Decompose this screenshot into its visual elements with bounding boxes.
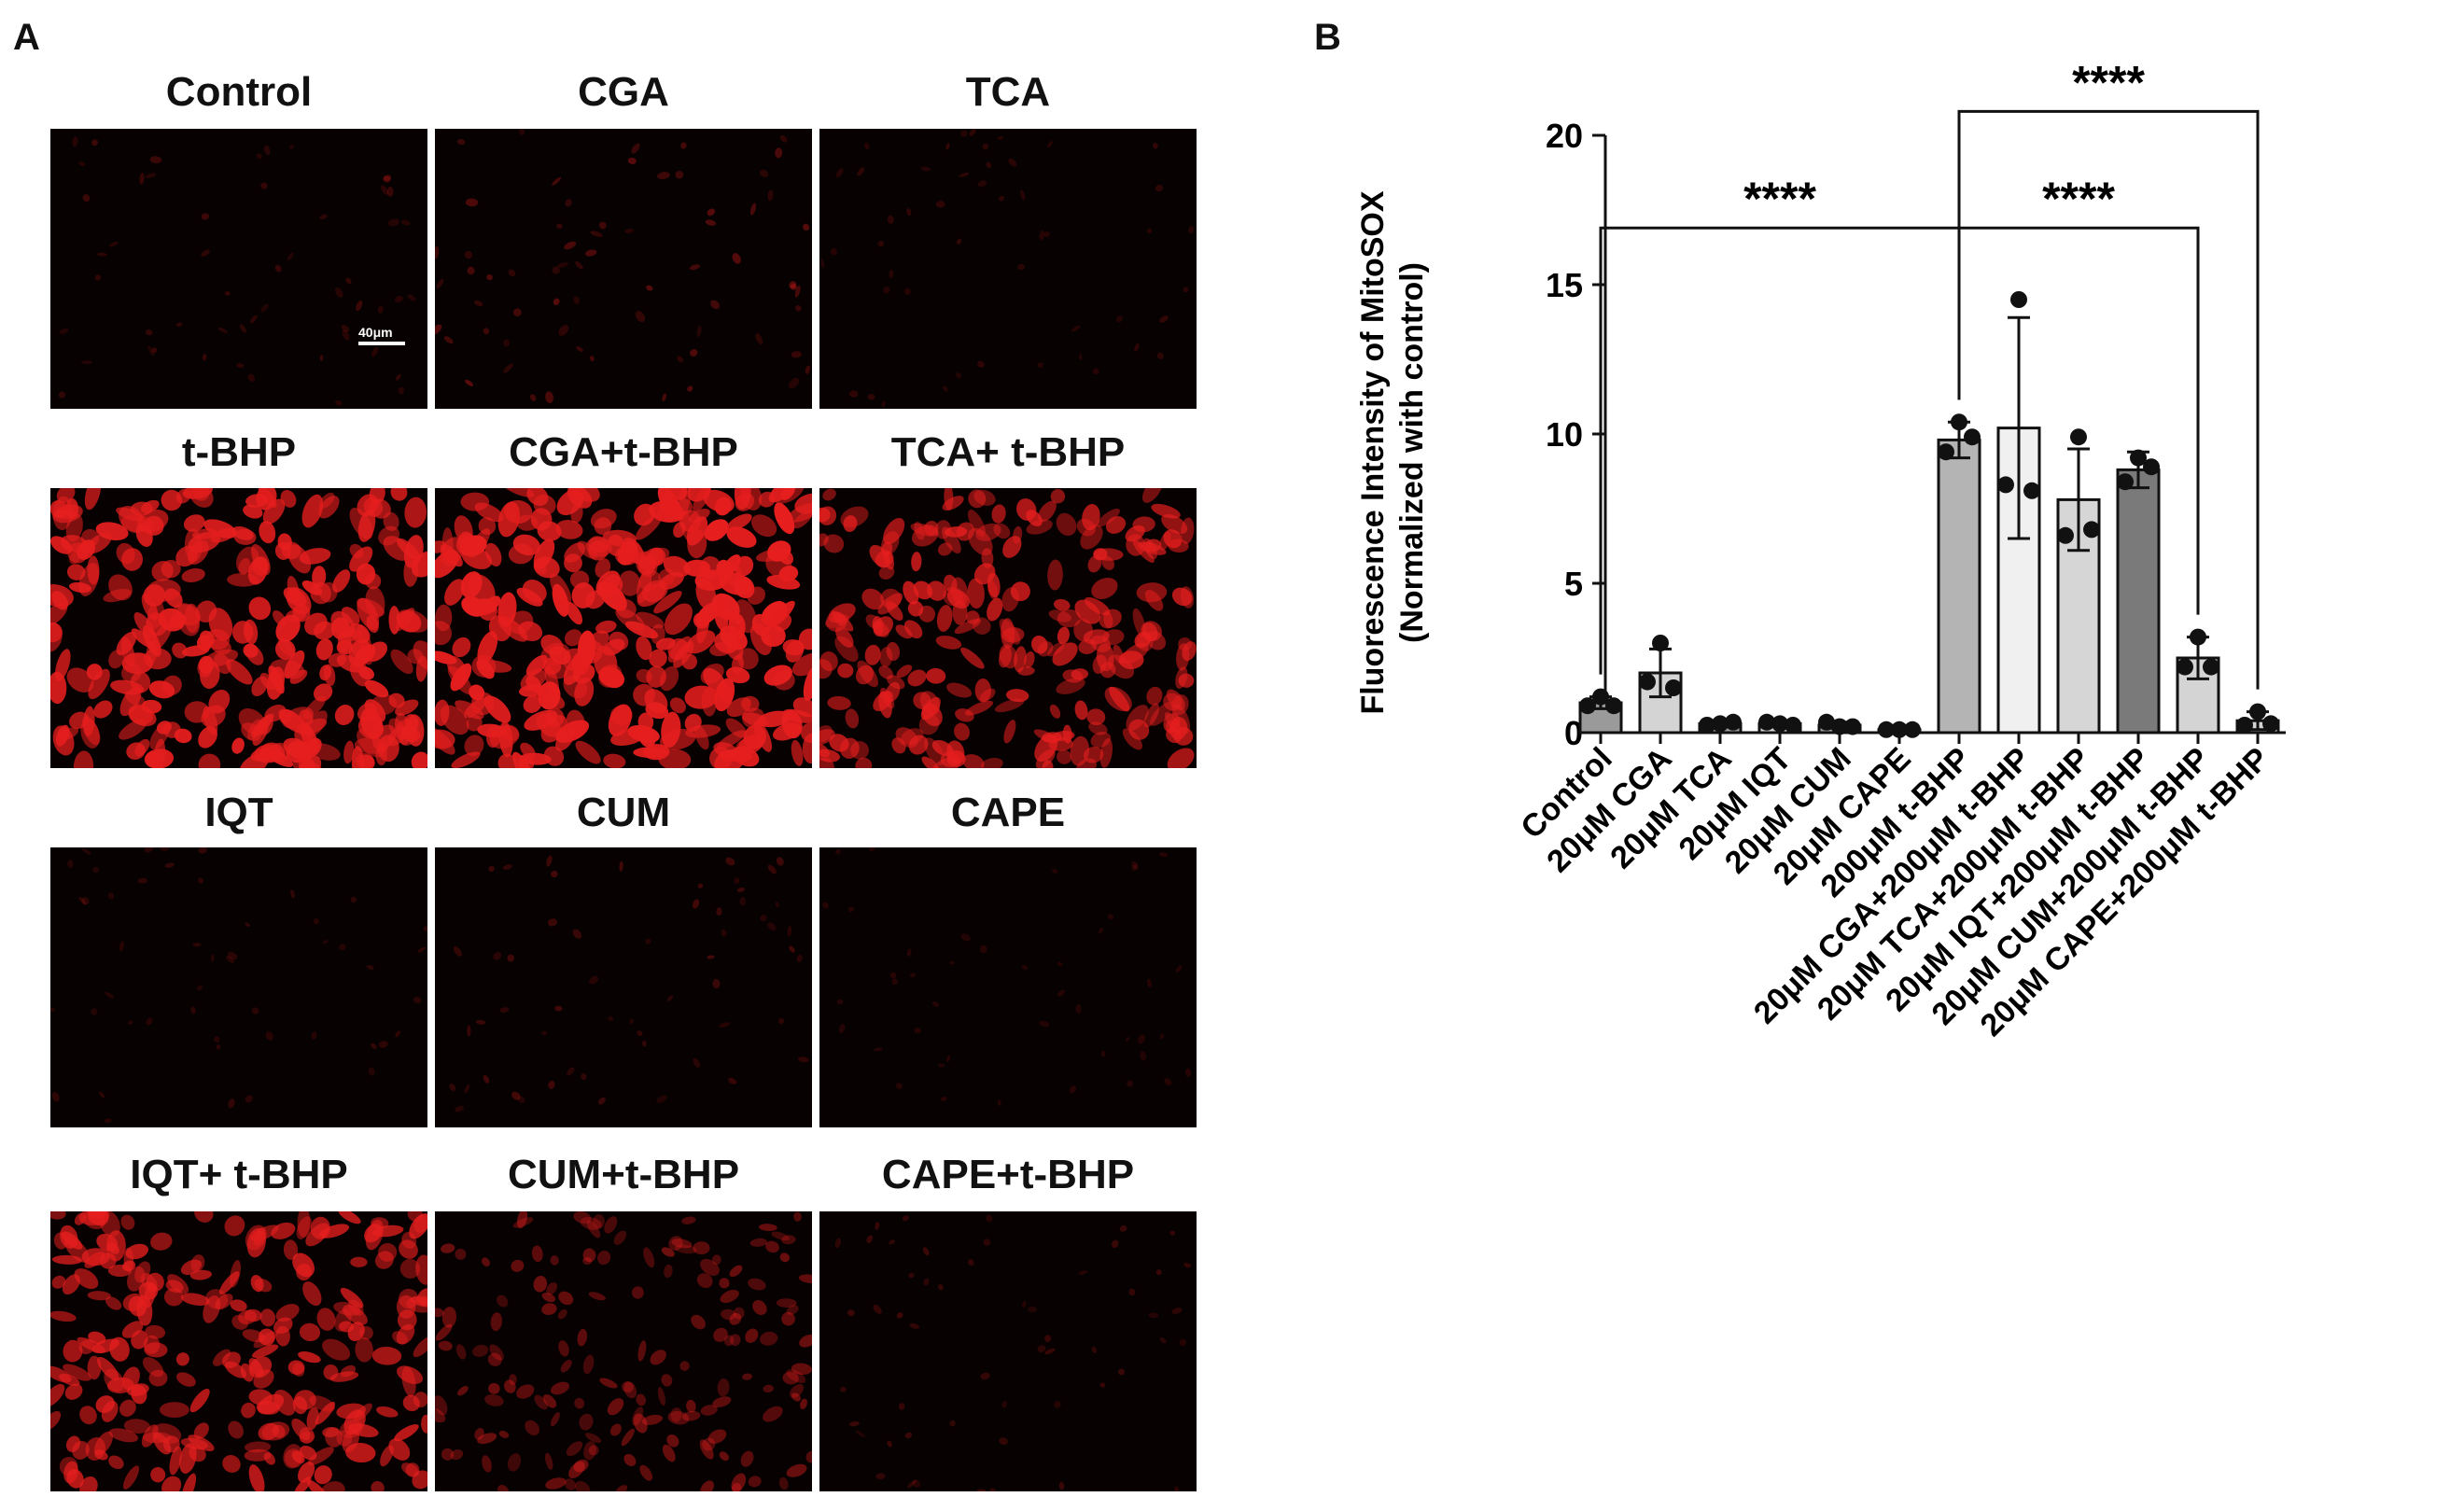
data-point xyxy=(1938,443,1954,461)
data-point xyxy=(2177,658,2193,676)
data-point xyxy=(2190,628,2206,646)
data-point xyxy=(1844,718,1861,735)
micrograph xyxy=(819,1211,1197,1491)
scale-bar: 40μm xyxy=(358,325,405,345)
micrograph xyxy=(435,488,812,768)
data-point xyxy=(1878,721,1895,738)
data-point xyxy=(2010,291,2027,308)
micrograph xyxy=(819,488,1197,768)
data-point xyxy=(2023,482,2040,499)
y-axis-label-sub: (Normalized with control) xyxy=(1394,262,1430,643)
y-tick-label: 10 xyxy=(1546,415,1583,454)
image-label: CGA+t-BHP xyxy=(509,429,738,475)
data-point xyxy=(1579,697,1596,715)
data-point xyxy=(1652,635,1669,651)
image-label: TCA+ t-BHP xyxy=(890,429,1126,475)
y-axis-label: Fluorescence Intensity of MitoSOX xyxy=(1355,190,1391,714)
micrograph xyxy=(50,488,427,768)
data-point xyxy=(1785,717,1801,734)
significance-stars: **** xyxy=(1743,173,1816,225)
image-label: t-BHP xyxy=(181,429,297,475)
data-point xyxy=(2236,717,2253,734)
image-label: IQT xyxy=(204,790,273,835)
y-tick-label: 20 xyxy=(1546,117,1583,155)
y-tick-label: 15 xyxy=(1546,266,1583,304)
data-point xyxy=(1951,413,1967,431)
bar xyxy=(1937,438,1981,735)
panel-a-letter: A xyxy=(13,17,40,58)
scale-bar-label: 40μm xyxy=(358,325,393,340)
micrograph: 40μm xyxy=(50,129,427,409)
significance-bracket xyxy=(1599,226,1961,675)
data-point xyxy=(2057,526,2074,544)
data-point xyxy=(1605,697,1622,715)
y-tick-label: 0 xyxy=(1564,714,1583,752)
data-point xyxy=(1771,715,1788,733)
data-point xyxy=(1592,688,1609,706)
data-point xyxy=(2070,428,2087,446)
image-label: CGA xyxy=(578,69,669,115)
panel-b-letter: B xyxy=(1314,17,1341,58)
micrograph xyxy=(50,1211,427,1491)
data-point xyxy=(1665,679,1682,696)
data-point xyxy=(1904,721,1921,738)
data-point xyxy=(1758,713,1775,731)
y-tick-label: 5 xyxy=(1564,565,1583,603)
image-label: Control xyxy=(165,69,313,115)
data-point xyxy=(2203,658,2219,676)
bar-chart: 0 5 10 15 20 Fluorescence Intensity of MitoSO… xyxy=(1355,56,2286,1043)
data-point xyxy=(2083,521,2100,539)
bar xyxy=(2116,468,2161,735)
scale-bar-line xyxy=(358,342,405,345)
micrograph xyxy=(435,1211,812,1491)
significance-bracket xyxy=(1957,109,2260,690)
micrograph xyxy=(819,847,1197,1127)
micrograph xyxy=(50,847,427,1127)
data-point xyxy=(2117,473,2134,491)
data-point xyxy=(1712,715,1729,733)
data-point xyxy=(1725,713,1742,731)
image-label: CAPE xyxy=(950,790,1066,835)
image-label: TCA xyxy=(965,69,1051,115)
micrograph xyxy=(435,847,812,1127)
image-label: CUM+t-BHP xyxy=(507,1152,740,1197)
data-point xyxy=(1997,476,2014,494)
data-point xyxy=(1964,428,1981,446)
data-point xyxy=(2262,715,2279,733)
micrograph xyxy=(435,129,812,409)
data-point xyxy=(1831,718,1848,735)
significance-stars: **** xyxy=(2072,56,2145,108)
significance-stars: **** xyxy=(2042,173,2115,225)
image-label: IQT+ t-BHP xyxy=(130,1152,348,1197)
data-point xyxy=(2130,449,2147,467)
micrograph xyxy=(819,129,1197,409)
image-label: CAPE+t-BHP xyxy=(881,1152,1135,1197)
data-point xyxy=(2143,458,2160,476)
image-label: CUM xyxy=(576,790,671,835)
data-point xyxy=(2249,703,2266,721)
data-point xyxy=(1891,721,1908,738)
data-point xyxy=(1818,713,1835,731)
data-point xyxy=(1699,717,1715,734)
data-point xyxy=(1639,673,1656,691)
